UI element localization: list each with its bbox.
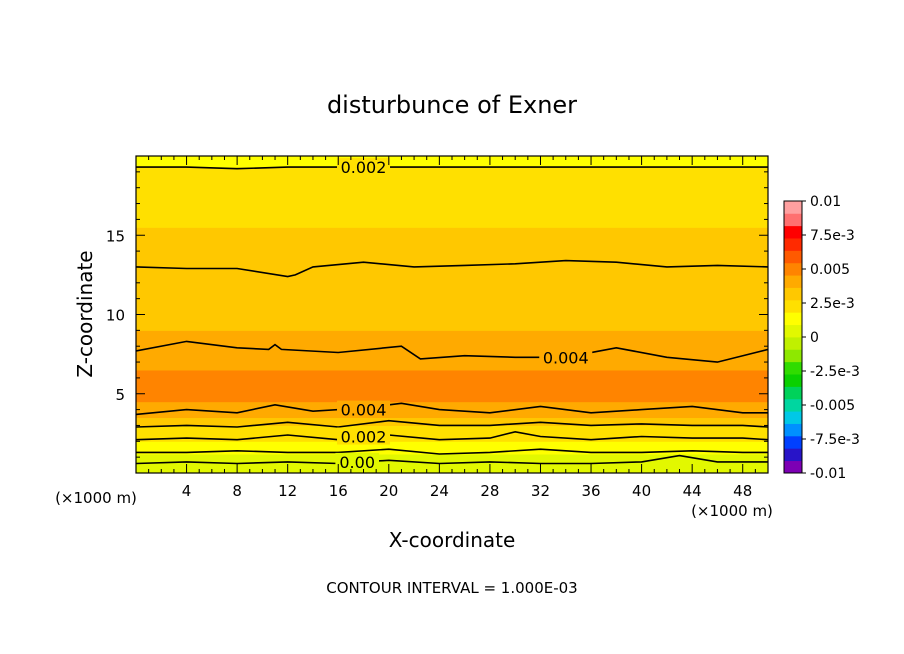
x-tick-label: 48 [733,482,752,500]
x-tick-label: 32 [531,482,550,500]
x-tick-label: 8 [232,482,242,500]
contour-label: 0.002 [341,158,387,177]
field-band [136,424,768,434]
contour-label-bg [539,348,593,366]
field-band [136,290,768,331]
contour-line [136,340,768,363]
y-tick-label: 15 [106,227,125,245]
field-band [136,266,768,292]
contour-line [136,430,768,441]
colorbar-swatch [784,386,802,400]
contour-line [136,419,768,428]
x-axis: 4 8 12 16 20 24 28 32 36 40 44 48 [135,156,769,500]
field-band [136,179,768,197]
x-axis-title: X-coordinate [389,528,516,552]
colorbar-label: 0 [810,330,819,346]
field-band [136,447,768,455]
x-tick-label: 4 [182,482,192,500]
x-tick-label: 20 [379,482,398,500]
colorbar-label: 7.5e-3 [810,228,855,244]
y-tick-label: 5 [115,386,125,404]
contour-label-bg [337,427,391,445]
y-axis: 5 10 15 [106,155,768,474]
x-tick-label: 44 [683,482,702,500]
contour-line [136,259,768,278]
colorbar-swatch [784,250,802,264]
x-tick-label: 40 [632,482,651,500]
contour-label: 0.004 [341,401,387,420]
colorbar-label: -0.01 [810,466,846,482]
colorbar-swatch [784,411,802,424]
shaded-field [136,156,768,473]
field-band [136,453,768,461]
colorbar-swatch [784,460,802,474]
x-unit-label: (×1000 m) [691,502,773,520]
colorbar-swatch [784,275,802,288]
x-tick-label: 24 [430,482,449,500]
colorbar-swatch [784,213,802,227]
y-unit-label: (×1000 m) [55,489,137,507]
colorbar-label: -2.5e-3 [810,364,860,380]
colorbar-swatch [784,324,802,338]
colorbar-swatch [784,349,802,363]
field-band [136,369,768,387]
field-band [136,440,768,449]
contour-label: 0.004 [543,348,589,367]
field-band [136,329,768,355]
colorbar-swatch [784,238,802,251]
field-band [136,401,768,411]
colorbar-label: -0.005 [810,398,855,414]
colorbar-swatch [784,398,802,412]
colorbar-label: 0.005 [810,262,850,278]
contour-line [136,448,768,455]
contour-label: 0.00 [339,453,375,472]
field-band [136,156,768,168]
colorbar-swatch [784,287,802,301]
colorbar-swatch [784,225,802,239]
contour-label-bg [337,400,391,418]
field-band [136,432,768,442]
contour-lines [136,166,768,465]
contour-label-bg [337,158,391,176]
x-tick-label: 12 [278,482,297,500]
x-tick-label: 28 [480,482,499,500]
y-tick-label: 10 [106,307,125,325]
colorbar-label: 0.01 [810,194,841,210]
colorbar-swatch [784,374,802,387]
contour-label-bg [335,452,379,470]
contour-line [136,454,768,465]
colorbar-label: 2.5e-3 [810,296,855,312]
colorbar-swatch [784,435,802,449]
colorbar [783,200,803,474]
x-tick-label: 36 [581,482,600,500]
y-axis-title: Z-coordinate [73,250,97,377]
colorbar-swatch [784,262,802,276]
colorbar-label: -7.5e-3 [810,432,860,448]
colorbar-swatch [784,361,802,375]
colorbar-labels: 0.01 7.5e-3 0.005 2.5e-3 0 -2.5e-3 -0.005 -7.5e… [802,194,860,482]
field-band [136,226,768,268]
contour-interval-note: CONTOUR INTERVAL = 1.000E-03 [326,579,577,597]
field-band [136,166,768,181]
colorbar-swatch [784,201,802,214]
chart-title: disturbunce of Exner [327,91,577,119]
colorbar-swatch [784,312,802,326]
contour-label: 0.002 [341,428,387,447]
x-tick-label: 16 [329,482,348,500]
contour-line [136,402,768,416]
colorbar-swatch [784,299,802,313]
field-band [136,353,768,371]
colorbar-swatch [784,448,802,462]
field-band [136,195,768,228]
colorbar-swatch [784,423,802,437]
contour-labels: 0.002 0.004 0.004 0.002 0.00 [335,158,593,472]
colorbar-swatch [784,337,802,350]
field-band [136,385,768,403]
field-band [136,417,768,426]
field-band [136,409,768,419]
